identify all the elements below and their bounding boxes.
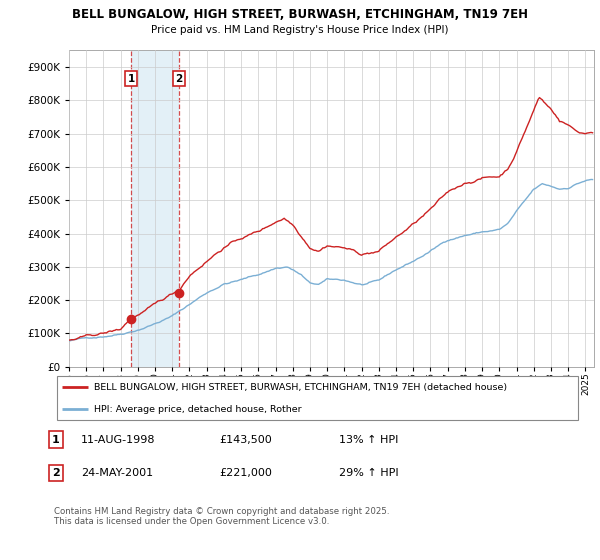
Text: 13% ↑ HPI: 13% ↑ HPI (339, 435, 398, 445)
Text: 2: 2 (52, 468, 59, 478)
Text: 29% ↑ HPI: 29% ↑ HPI (339, 468, 398, 478)
Text: 1: 1 (52, 435, 59, 445)
Text: £143,500: £143,500 (219, 435, 272, 445)
Text: 1: 1 (127, 74, 134, 84)
Text: BELL BUNGALOW, HIGH STREET, BURWASH, ETCHINGHAM, TN19 7EH (detached house): BELL BUNGALOW, HIGH STREET, BURWASH, ETC… (94, 383, 507, 392)
Text: £221,000: £221,000 (219, 468, 272, 478)
Text: 11-AUG-1998: 11-AUG-1998 (81, 435, 155, 445)
Text: HPI: Average price, detached house, Rother: HPI: Average price, detached house, Roth… (94, 404, 301, 413)
FancyBboxPatch shape (56, 376, 578, 421)
Text: 2: 2 (175, 74, 182, 84)
Text: Contains HM Land Registry data © Crown copyright and database right 2025.
This d: Contains HM Land Registry data © Crown c… (54, 507, 389, 526)
Text: 24-MAY-2001: 24-MAY-2001 (81, 468, 153, 478)
Text: BELL BUNGALOW, HIGH STREET, BURWASH, ETCHINGHAM, TN19 7EH: BELL BUNGALOW, HIGH STREET, BURWASH, ETC… (72, 8, 528, 21)
Bar (131, 50, 179, 367)
Text: Price paid vs. HM Land Registry's House Price Index (HPI): Price paid vs. HM Land Registry's House … (151, 25, 449, 35)
